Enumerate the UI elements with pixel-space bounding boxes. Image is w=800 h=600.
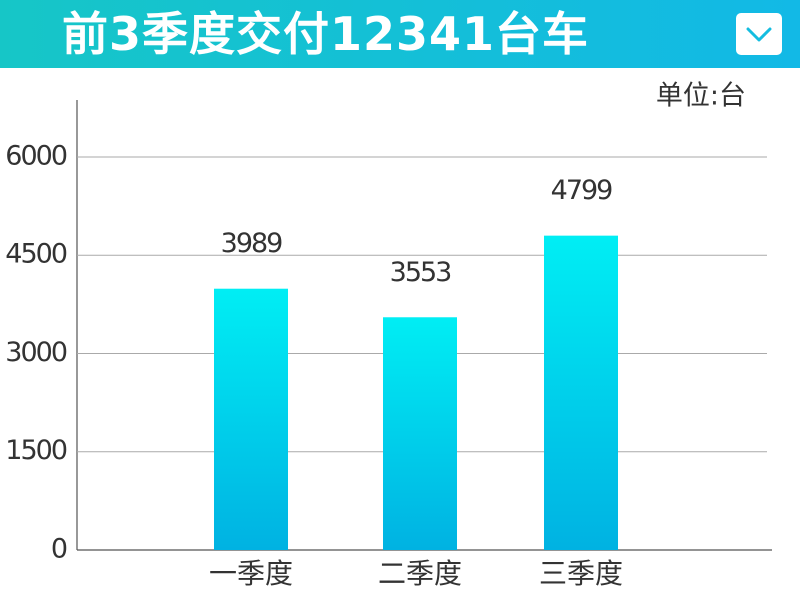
data-label: 4799 (551, 175, 613, 206)
y-tick-label: 0 (51, 534, 67, 565)
y-tick-label: 1500 (5, 435, 67, 466)
chart-title: 前3季度交付12341台车 (62, 7, 590, 61)
chart: 单位:台 0 1500 3000 4500 6000 3989 一季度 3553 二季度 4799… (5, 81, 772, 590)
unit-label: 单位:台 (656, 81, 746, 112)
x-tick-label: 一季度 (209, 557, 293, 590)
data-label: 3553 (390, 257, 452, 288)
bar (383, 317, 457, 550)
bar (214, 288, 288, 550)
y-tick-label: 6000 (5, 140, 67, 171)
x-tick-label: 三季度 (539, 557, 623, 590)
y-tick-label: 4500 (5, 239, 67, 270)
header-banner: 前3季度交付12341台车 (0, 0, 800, 68)
x-tick-label: 二季度 (378, 557, 462, 590)
y-tick-label: 3000 (5, 337, 67, 368)
bar (544, 235, 618, 550)
dropdown-button[interactable] (736, 13, 782, 55)
chevron-icon (746, 27, 772, 42)
data-label: 3989 (221, 228, 283, 259)
